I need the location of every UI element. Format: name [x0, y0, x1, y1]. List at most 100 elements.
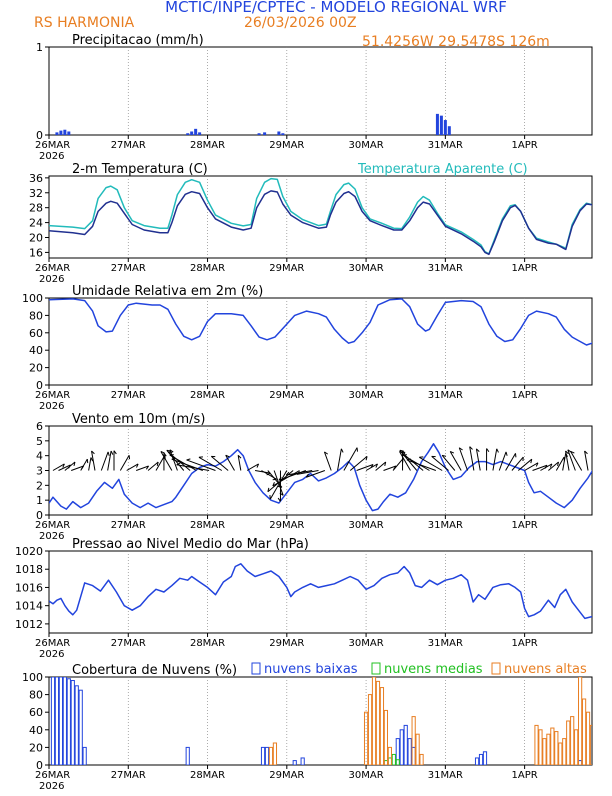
cloud-bar	[408, 739, 411, 765]
x-tick-label: 1APR	[512, 140, 538, 151]
legend-swatch	[492, 663, 500, 674]
wind-barb-flag	[506, 452, 507, 456]
data-layer	[55, 114, 450, 135]
cloud-bar	[71, 681, 74, 765]
wind-barb	[476, 449, 480, 471]
y-tick-label: 2	[36, 479, 43, 492]
wind-barb	[226, 455, 235, 470]
cloud-bar	[579, 677, 582, 765]
cloud-bar	[543, 739, 546, 765]
y-tick-label: 1018	[15, 563, 43, 576]
data-layer	[49, 564, 604, 620]
x-tick-sublabel: 2026	[39, 274, 64, 285]
precip-bar	[448, 126, 451, 135]
y-tick-label: 1014	[15, 600, 43, 613]
cloud-bar	[51, 677, 54, 765]
wind-barb	[563, 453, 566, 470]
y-tick-label: 80	[29, 309, 43, 322]
y-tick-label: 20	[29, 232, 43, 245]
precip-bar	[436, 114, 439, 135]
precip-bar	[444, 120, 447, 135]
cloud-bar	[594, 734, 597, 765]
plot-frame	[49, 298, 592, 385]
wind-barb	[493, 449, 497, 471]
x-tick-label: 28MAR	[190, 638, 225, 649]
x-tick-label: 29MAR	[269, 770, 304, 781]
cloud-bar	[567, 721, 570, 765]
panel-title: Vento em 10m (m/s)	[72, 412, 205, 427]
x-tick-sublabel: 2026	[39, 401, 64, 412]
y-tick-label: 40	[29, 724, 43, 737]
wind-barb	[211, 456, 228, 470]
cloud-bar	[582, 699, 585, 765]
y-tick-label: 16	[29, 246, 43, 259]
wind-barb-flag	[497, 449, 499, 453]
wind-barb	[81, 459, 88, 470]
header-title: MCTIC/INPE/CPTEC - MODELO REGIONAL WRF	[165, 0, 507, 16]
y-tick-label: 4	[36, 450, 43, 463]
series-line	[49, 299, 604, 345]
x-tick-label: 27MAR	[111, 770, 146, 781]
x-tick-label: 27MAR	[111, 263, 146, 274]
cloud-bar	[555, 732, 558, 765]
cloud-bar	[535, 725, 538, 765]
y-tick-label: 3	[36, 465, 43, 478]
x-tick-sublabel: 2026	[39, 781, 64, 792]
y-tick-label: 6	[36, 420, 43, 433]
cloud-bar	[269, 747, 272, 765]
cloud-bar	[483, 752, 486, 765]
panel-title: Precipitacao (mm/h)	[72, 33, 204, 48]
cloud-bar	[563, 739, 566, 765]
x-tick-label: 26MAR	[35, 140, 70, 151]
cloud-bar	[273, 743, 276, 765]
wind-barb-flag	[172, 458, 176, 459]
legend-label: nuvens baixas	[264, 662, 358, 677]
precip-bar	[277, 131, 280, 135]
wind-barb	[120, 455, 129, 470]
y-tick-label: 40	[29, 344, 43, 357]
y-tick-label: 1012	[15, 618, 43, 631]
x-tick-label: 30MAR	[349, 638, 384, 649]
x-tick-label: 30MAR	[349, 770, 384, 781]
data-layer	[49, 179, 604, 255]
y-tick-label: 1	[36, 41, 43, 54]
panel-title: 2-m Temperatura (C)	[72, 162, 208, 177]
wind-barb	[585, 451, 588, 470]
x-tick-label: 26MAR	[35, 263, 70, 274]
cloud-bar	[380, 688, 383, 765]
y-tick-label: 1020	[15, 545, 43, 558]
y-tick-label: 80	[29, 689, 43, 702]
cloud-bar	[475, 758, 478, 765]
x-tick-label: 1APR	[512, 638, 538, 649]
x-tick-label: 28MAR	[190, 770, 225, 781]
cloud-bar	[539, 730, 542, 765]
cloud-bar	[420, 754, 423, 765]
header-run: 26/03/2026 00Z	[244, 15, 357, 31]
precip-bar	[281, 133, 284, 135]
y-tick-label: 60	[29, 327, 43, 340]
precip-bar	[186, 133, 189, 135]
wind-barb-flag	[111, 451, 113, 455]
y-tick-label: 24	[29, 217, 43, 230]
cloud-bar	[67, 679, 70, 765]
x-tick-sublabel: 2026	[39, 151, 64, 162]
wind-barb	[170, 455, 197, 470]
cloud-bar	[559, 743, 562, 765]
panel-title-right: Temperatura Aparente (C)	[357, 162, 528, 177]
x-tick-label: 1APR	[512, 520, 538, 531]
precip-bar	[263, 132, 266, 135]
legend-swatch	[372, 663, 380, 674]
cloud-bar	[400, 730, 403, 765]
x-tick-label: 27MAR	[111, 520, 146, 531]
panel-title: Cobertura de Nuvens (%)	[72, 663, 237, 678]
cloud-bar	[384, 710, 387, 765]
wind-barb	[403, 455, 430, 470]
x-tick-label: 29MAR	[269, 390, 304, 401]
x-tick-label: 30MAR	[349, 390, 384, 401]
x-tick-sublabel: 2026	[39, 649, 64, 660]
precip-bar	[59, 131, 62, 135]
